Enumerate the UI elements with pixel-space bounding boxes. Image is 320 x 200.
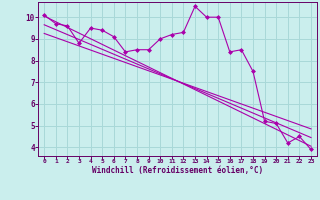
X-axis label: Windchill (Refroidissement éolien,°C): Windchill (Refroidissement éolien,°C) (92, 166, 263, 175)
